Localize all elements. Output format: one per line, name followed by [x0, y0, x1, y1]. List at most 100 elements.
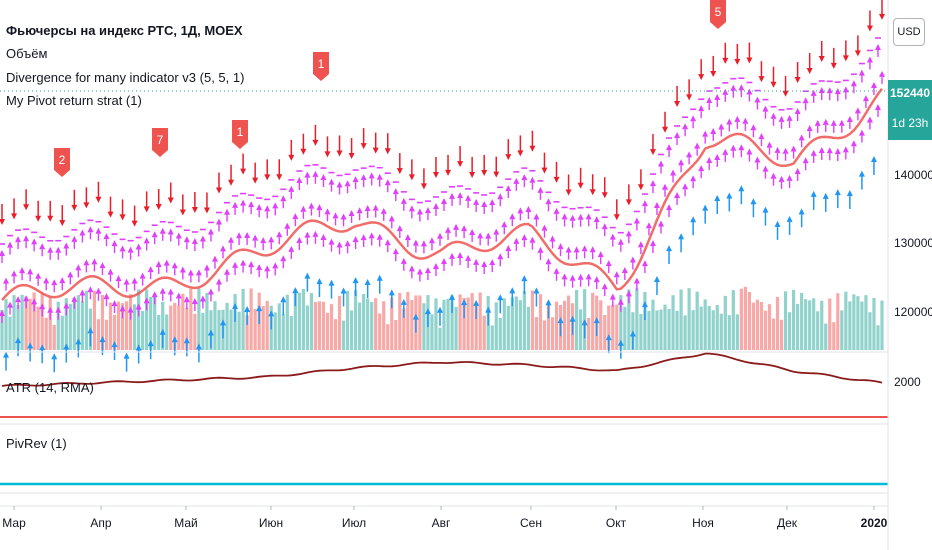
time-label-apr: Апр: [90, 516, 112, 530]
magenta-arrow-marker: [320, 174, 327, 181]
time-label-oct: Окт: [605, 516, 627, 530]
magenta-arrow-marker: [457, 252, 464, 259]
volume-bar: [591, 292, 595, 350]
magenta-arrow-marker: [87, 286, 94, 293]
up-arrow-head: [641, 301, 648, 308]
down-arrow-head: [107, 211, 114, 218]
magenta-arrow-marker: [143, 237, 150, 244]
volume-bar: [60, 315, 64, 350]
volume-bar: [510, 297, 514, 350]
magenta-arrow-marker: [473, 198, 480, 205]
volume-bar: [731, 290, 735, 350]
magenta-arrow-marker: [569, 214, 576, 221]
time-label-dec: Дек: [776, 516, 798, 530]
volume-bar: [494, 302, 498, 350]
down-arrow-head: [541, 167, 548, 174]
down-arrow-head: [71, 204, 78, 211]
down-arrow-head: [143, 206, 150, 213]
magenta-arrow-marker: [537, 186, 544, 193]
divergence-flag: [152, 128, 168, 157]
magenta-arrow-marker: [754, 96, 761, 103]
magenta-arrow-marker: [641, 260, 648, 267]
magenta-arrow-marker: [364, 205, 371, 212]
magenta-arrow-marker: [408, 265, 415, 272]
magenta-arrow-marker: [826, 87, 833, 94]
magenta-arrow-marker: [232, 201, 239, 208]
legend-atr[interactable]: ATR (14, RMA): [6, 380, 94, 395]
magenta-arrow-marker: [473, 258, 480, 265]
magenta-arrow-marker: [408, 205, 415, 212]
down-arrow-head: [674, 100, 681, 107]
magenta-arrow-marker: [842, 146, 849, 153]
up-arrow-head: [207, 329, 214, 336]
magenta-arrow-marker: [420, 240, 427, 247]
volume-bar: [852, 294, 856, 350]
time-label-sep: Сен: [520, 516, 542, 530]
legend-divergence[interactable]: Divergence for many indicator v3 (5, 5, …: [6, 70, 245, 85]
down-arrow-head: [384, 148, 391, 155]
volume-bar: [856, 296, 860, 350]
volume-bar: [301, 288, 305, 350]
up-arrow-head: [774, 220, 781, 227]
up-arrow-head: [376, 274, 383, 281]
magenta-arrow-marker: [11, 270, 18, 277]
magenta-arrow-marker: [662, 183, 669, 190]
volume-bar: [872, 297, 876, 350]
magenta-arrow-marker: [167, 228, 174, 235]
volume-bar: [277, 303, 281, 350]
currency-button[interactable]: USD: [893, 18, 925, 46]
magenta-arrow-marker: [179, 266, 186, 273]
magenta-arrow-marker: [396, 225, 403, 232]
volume-bar: [538, 294, 543, 350]
magenta-arrow-marker: [312, 230, 319, 237]
volume-bar: [406, 291, 410, 350]
magenta-arrow-marker: [453, 223, 460, 230]
magenta-arrow-marker: [537, 246, 544, 253]
magenta-arrow-marker: [240, 199, 247, 206]
legend-pivrev[interactable]: PivRev (1): [6, 436, 67, 451]
down-arrow-head: [396, 168, 403, 175]
price-label-120000: 120000: [894, 305, 932, 319]
chart-title[interactable]: Фьючерсы на индекс РТС, 1Д, MOEX: [6, 23, 243, 38]
volume-bar: [450, 295, 454, 350]
magenta-arrow-marker: [220, 245, 227, 252]
magenta-arrow-marker: [119, 305, 126, 312]
magenta-arrow-marker: [352, 176, 359, 183]
down-arrow-head: [457, 161, 464, 168]
magenta-arrow-marker: [207, 228, 214, 235]
magenta-arrow-marker: [135, 243, 142, 250]
magenta-arrow-marker: [47, 246, 54, 253]
volume-bar: [820, 300, 824, 350]
volume-bar: [482, 315, 486, 350]
time-axis-ticks: [13, 506, 875, 510]
magenta-arrow-marker: [191, 297, 198, 304]
up-arrow-head: [858, 170, 865, 177]
volume-bar: [611, 304, 615, 350]
volume-bar: [876, 325, 880, 350]
magenta-arrow-marker: [601, 283, 608, 290]
volume-bar: [177, 305, 181, 350]
down-arrow-head: [300, 148, 307, 155]
magenta-arrow-marker: [465, 254, 472, 261]
up-arrow-head: [750, 198, 757, 205]
magenta-arrow-marker: [449, 192, 456, 199]
magenta-arrow-marker: [276, 231, 283, 238]
up-arrow-head: [497, 294, 504, 301]
atr-pane: [1, 352, 883, 387]
up-arrow-head: [714, 194, 721, 201]
volume-bar: [655, 310, 659, 350]
magenta-arrow-marker: [71, 235, 78, 242]
legend-volume[interactable]: Объём: [6, 46, 48, 61]
magenta-arrow-marker: [15, 296, 22, 303]
down-arrow-head: [686, 94, 693, 101]
down-arrow-head: [613, 214, 620, 221]
magenta-arrow-marker: [710, 127, 717, 134]
volume-bar: [80, 301, 84, 350]
magenta-arrow-marker: [199, 235, 206, 242]
legend-pivot-strat[interactable]: My Pivot return strat (1): [6, 93, 142, 108]
magenta-arrow-marker: [553, 267, 560, 274]
magenta-arrow-marker: [436, 232, 443, 239]
up-arrow-head: [533, 287, 540, 294]
magenta-arrow-marker: [850, 140, 857, 147]
